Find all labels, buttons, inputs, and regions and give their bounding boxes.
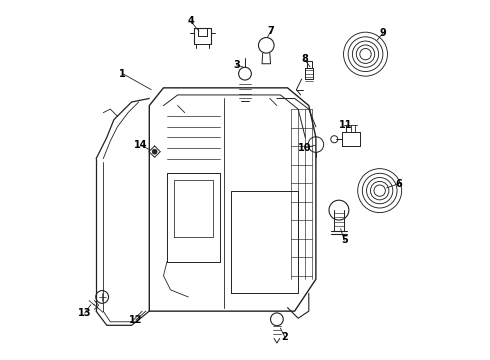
Circle shape [270, 313, 283, 326]
Circle shape [258, 37, 274, 53]
Circle shape [152, 149, 157, 154]
Circle shape [308, 137, 324, 152]
Text: 13: 13 [78, 308, 92, 318]
Text: 1: 1 [120, 69, 126, 79]
Text: 4: 4 [187, 16, 194, 26]
Text: 2: 2 [281, 332, 288, 342]
Circle shape [331, 136, 338, 143]
Text: 6: 6 [396, 179, 403, 189]
Text: 7: 7 [268, 26, 274, 36]
Circle shape [96, 291, 109, 303]
Circle shape [239, 67, 251, 80]
Text: 8: 8 [301, 54, 308, 64]
Text: 11: 11 [339, 120, 352, 130]
Text: 12: 12 [129, 315, 143, 325]
Text: 14: 14 [134, 140, 148, 150]
Circle shape [329, 200, 349, 220]
Text: 5: 5 [341, 235, 347, 245]
Text: 3: 3 [233, 60, 240, 70]
Text: 9: 9 [380, 28, 387, 38]
Text: 10: 10 [298, 143, 311, 153]
